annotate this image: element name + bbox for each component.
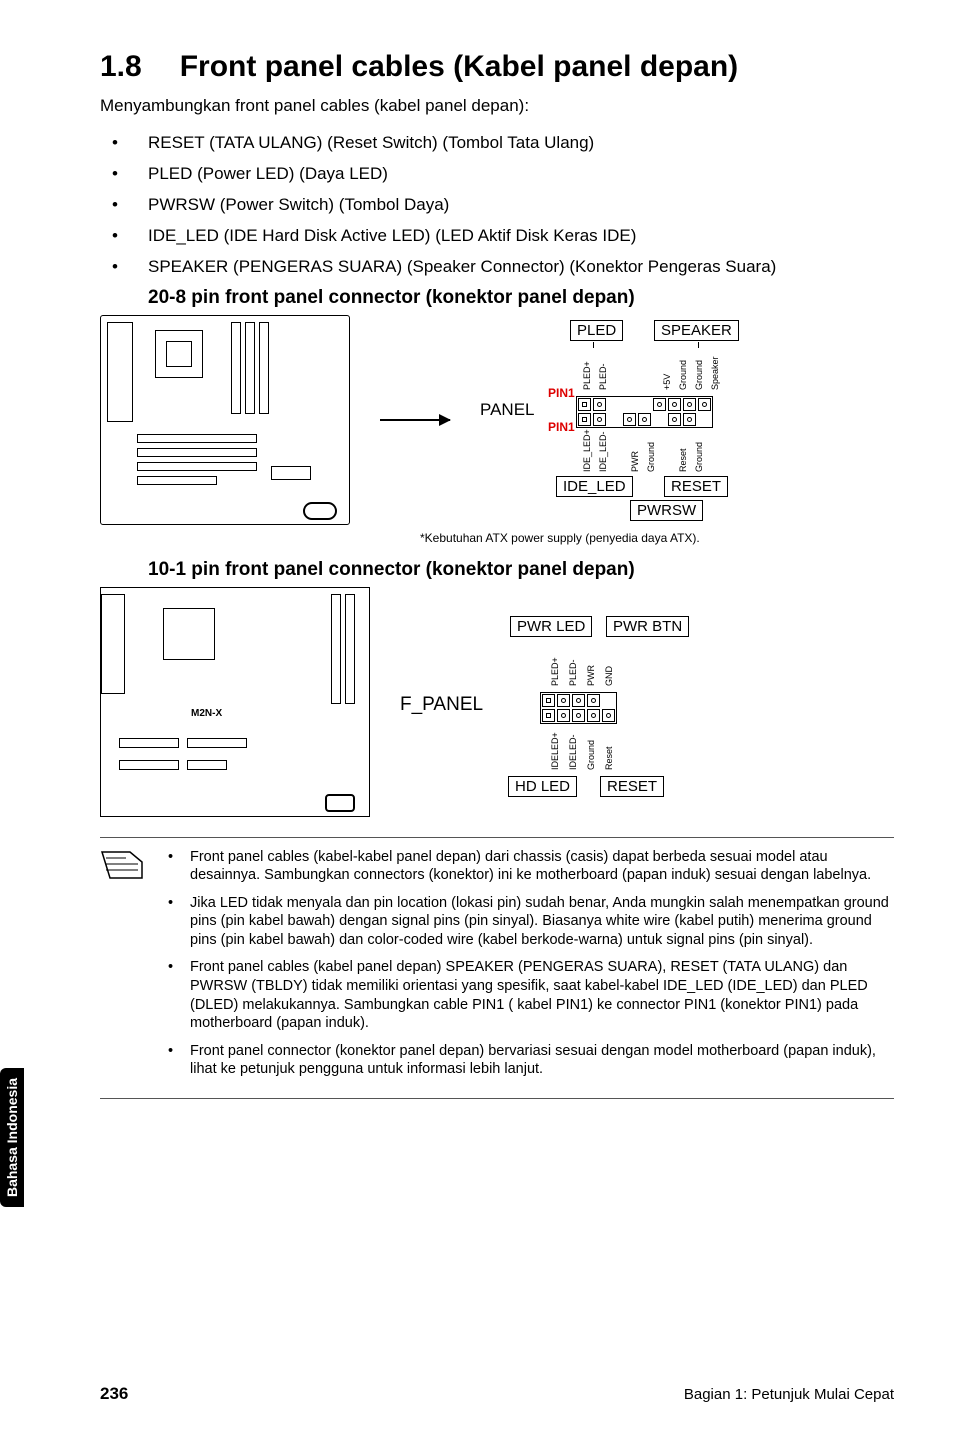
atx-caption: *Kebutuhan ATX power supply (penyedia da… (420, 531, 894, 545)
signal-label: IDELED- (568, 734, 578, 770)
list-item: PWRSW (Power Switch) (Tombol Daya) (100, 194, 894, 217)
pci-slot (137, 448, 257, 457)
note-icon (100, 848, 146, 885)
page-number: 236 (100, 1384, 128, 1404)
signal-label: PLED- (598, 363, 608, 390)
signal-label: Ground (678, 360, 688, 390)
pci-slot (119, 760, 179, 770)
pinout-10-1: PWR LED PWR BTN F_PANEL PLED+ PLED- PWR … (400, 602, 780, 802)
heading-title: Front panel cables (Kabel panel depan) (180, 50, 738, 83)
signal-label: PLED+ (582, 361, 592, 390)
pin1-label: PIN1 (548, 420, 575, 434)
diagram-20-8: PLED SPEAKER PANEL PIN1 PIN1 PLED+ PLED-… (100, 315, 894, 525)
signal-label: IDE_LED- (598, 431, 608, 472)
language-tab: Bahasa Indonesia (0, 1068, 24, 1207)
motherboard-outline: M2N-X (100, 587, 370, 817)
signal-label: Reset (604, 746, 614, 770)
list-item: PLED (Power LED) (Daya LED) (100, 163, 894, 186)
page-footer: 236 Bagian 1: Petunjuk Mulai Cepat (100, 1384, 894, 1404)
io-panel (107, 322, 133, 422)
chip (271, 466, 311, 480)
note-item: Front panel cables (kabel-kabel panel de… (162, 848, 894, 885)
note-item: Front panel connector (konektor panel de… (162, 1042, 894, 1079)
ram-slot (245, 322, 255, 414)
motherboard-outline (100, 315, 350, 525)
list-item: RESET (TATA ULANG) (Reset Switch) (Tombo… (100, 132, 894, 155)
arrow-icon (380, 419, 450, 421)
signal-label: PWR (630, 451, 640, 472)
pci-slot (137, 434, 257, 443)
tick (698, 342, 699, 348)
label-speaker: SPEAKER (654, 320, 739, 341)
label-hdled: HD LED (508, 776, 577, 797)
list-item: SPEAKER (PENGERAS SUARA) (Speaker Connec… (100, 256, 894, 279)
label-ideled: IDE_LED (556, 476, 633, 497)
pin-header (576, 396, 713, 428)
signal-label: Ground (586, 740, 596, 770)
panel-connector-location (303, 502, 337, 520)
section-label: Bagian 1: Petunjuk Mulai Cepat (684, 1386, 894, 1403)
board-model-label: M2N-X (191, 708, 222, 719)
note-item: Jika LED tidak menyala dan pin location … (162, 894, 894, 950)
signal-label: Ground (694, 442, 704, 472)
pin1-label: PIN1 (548, 386, 575, 400)
signal-label: Ground (694, 360, 704, 390)
panel-label: PANEL (480, 400, 535, 420)
pin-header (540, 692, 617, 724)
signal-label: IDELED+ (550, 732, 560, 770)
io-panel (101, 594, 125, 694)
signal-label: +5V (662, 373, 672, 389)
signal-label: Reset (678, 448, 688, 472)
label-pled: PLED (570, 320, 623, 341)
ram-slot (345, 594, 355, 704)
ram-slot (259, 322, 269, 414)
signal-label: PLED+ (550, 657, 560, 686)
signal-label: PWR (586, 665, 596, 686)
intro-text: Menyambungkan front panel cables (kabel … (100, 96, 894, 116)
notes-list: Front panel cables (kabel-kabel panel de… (162, 848, 894, 1088)
signal-label: Speaker (710, 356, 720, 390)
ram-slot (331, 594, 341, 704)
heading-number: 1.8 (100, 50, 142, 83)
cpu-socket (155, 330, 203, 378)
signal-label: IDE_LED+ (582, 429, 592, 472)
pci-slot (187, 738, 247, 748)
fpanel-label: F_PANEL (400, 694, 483, 716)
connector-20-8-title: 20-8 pin front panel connector (konektor… (148, 287, 894, 309)
tick (593, 342, 594, 348)
cpu-socket (163, 608, 215, 660)
label-pwrled: PWR LED (510, 616, 592, 637)
pci-slot (187, 760, 227, 770)
pinout-20-8: PLED SPEAKER PANEL PIN1 PIN1 PLED+ PLED-… (480, 320, 840, 520)
signal-label: Ground (646, 442, 656, 472)
pci-slot (119, 738, 179, 748)
label-pwrsw: PWRSW (630, 500, 703, 521)
connector-10-1-title: 10-1 pin front panel connector (konektor… (148, 559, 894, 581)
note-item: Front panel cables (kabel panel depan) S… (162, 958, 894, 1032)
signal-label: GND (604, 666, 614, 686)
pci-slot (137, 462, 257, 471)
notes-block: Front panel cables (kabel-kabel panel de… (100, 837, 894, 1099)
diagram-10-1: M2N-X PWR LED PWR BTN F_PANEL PLED+ PLED… (100, 587, 894, 817)
label-reset: RESET (600, 776, 664, 797)
label-pwrbtn: PWR BTN (606, 616, 689, 637)
list-item: IDE_LED (IDE Hard Disk Active LED) (LED … (100, 225, 894, 248)
pci-slot (137, 476, 217, 485)
ram-slot (231, 322, 241, 414)
label-reset: RESET (664, 476, 728, 497)
page-heading: 1.8 Front panel cables (Kabel panel depan… (100, 50, 894, 84)
panel-connector-location (325, 794, 355, 812)
cable-list: RESET (TATA ULANG) (Reset Switch) (Tombo… (100, 132, 894, 279)
signal-label: PLED- (568, 659, 578, 686)
